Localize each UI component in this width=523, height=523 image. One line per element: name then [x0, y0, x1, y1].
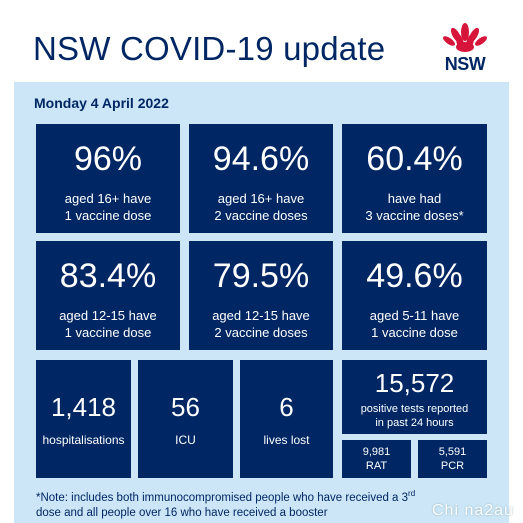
tile-label-line1: positive tests reported [360, 403, 469, 415]
pcr-label: PCR [440, 460, 465, 472]
tile-value: 96% [73, 140, 143, 178]
tile-label-line2: 2 vaccine doses [214, 208, 308, 223]
nsw-logo: NSW [436, 20, 494, 74]
waratah-icon [443, 23, 487, 52]
footnote-line2: dose and all people over 16 who have rec… [36, 506, 328, 519]
tile-value: 1,418 [50, 392, 117, 422]
pcr-value: 5,591 [438, 446, 467, 458]
tile-16plus-two-doses: 94.6% aged 16+ have 2 vaccine doses [189, 124, 333, 233]
tile-label-line2: 1 vaccine dose [371, 325, 458, 340]
tile-label: lives lost [263, 433, 310, 447]
page-title: NSW COVID-19 update [33, 30, 386, 67]
tile-12-15-two-doses: 79.5% aged 12-15 have 2 vaccine doses [189, 241, 333, 350]
tile-value: 79.5% [212, 257, 310, 295]
tile-value: 83.4% [59, 257, 157, 295]
tile-icu: 56 ICU [138, 360, 233, 478]
report-date: Monday 4 April 2022 [34, 95, 169, 111]
footnote-sup: rd [408, 489, 416, 498]
watermark: Chi na2au [432, 502, 514, 519]
rat-label: RAT [365, 460, 388, 472]
tile-value: 60.4% [366, 140, 463, 178]
tile-label-line2: 1 vaccine dose [64, 208, 152, 223]
tile-label-line1: aged 12-15 have [212, 308, 310, 323]
tile-value: 49.6% [366, 257, 463, 295]
tile-16plus-one-dose: 96% aged 16+ have 1 vaccine dose [36, 124, 180, 233]
tile-label-line1: have had [387, 191, 442, 206]
tile-5-11-one-dose: 49.6% aged 5-11 have 1 vaccine dose [342, 241, 487, 350]
logo-text: NSW [444, 54, 486, 74]
tile-label-line1: aged 16+ have [64, 191, 152, 206]
footnote-text: *Note: includes both immunocompromised p… [36, 491, 409, 504]
tile-label: ICU [175, 433, 196, 447]
tile-label-line1: aged 5-11 have [369, 308, 460, 323]
tile-pcr: 5,591 PCR [418, 440, 487, 478]
tile-three-doses: 60.4% have had 3 vaccine doses* [342, 124, 487, 233]
tile-label-line2: 2 vaccine doses [214, 325, 308, 340]
stats-panel: Monday 4 April 2022 96% aged 16+ have 1 … [14, 82, 509, 523]
tile-label-line1: aged 16+ have [217, 191, 305, 206]
tile-hospitalisations: 1,418 hospitalisations [36, 360, 131, 478]
tile-12-15-one-dose: 83.4% aged 12-15 have 1 vaccine dose [36, 241, 180, 350]
header: NSW COVID-19 update NSW [0, 0, 523, 82]
tile-value: 94.6% [212, 140, 310, 178]
rat-value: 9,981 [362, 446, 391, 458]
tile-label: hospitalisations [42, 433, 125, 447]
tile-label-line2: in past 24 hours [375, 417, 454, 429]
tile-lives-lost: 6 lives lost [240, 360, 333, 478]
tile-positive-tests: 15,572 positive tests reported in past 2… [342, 360, 487, 434]
tile-value: 15,572 [374, 368, 455, 398]
footnote: *Note: includes both immunocompromised p… [36, 486, 506, 521]
tile-value: 6 [279, 392, 294, 422]
footnote-line1: *Note: includes both immunocompromised p… [36, 486, 506, 506]
tile-value: 56 [171, 392, 200, 422]
tile-rat: 9,981 RAT [342, 440, 411, 478]
tile-label-line1: aged 12-15 have [59, 308, 157, 323]
tile-label-line2: 1 vaccine dose [64, 325, 152, 340]
tile-label-line2: 3 vaccine doses* [365, 208, 464, 223]
